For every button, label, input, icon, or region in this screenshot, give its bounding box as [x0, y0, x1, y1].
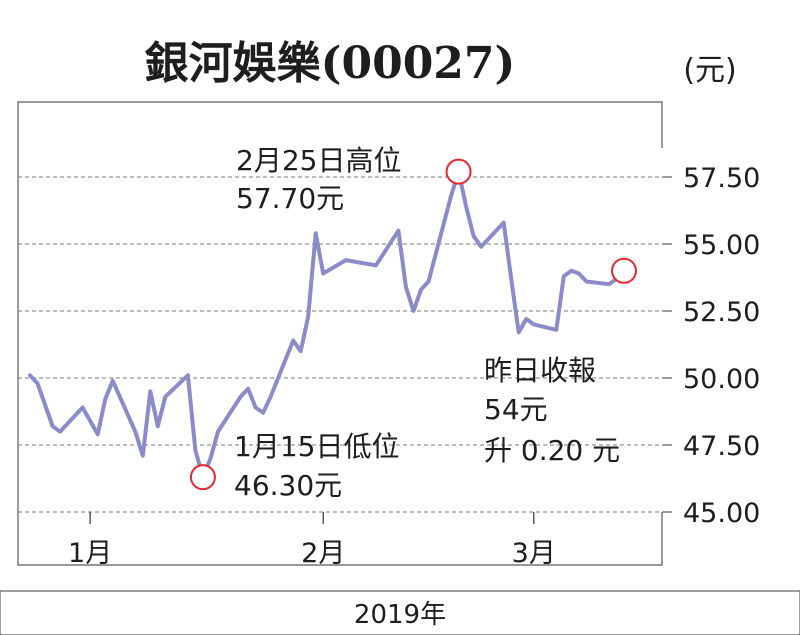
x-tick-label: 3月	[512, 538, 556, 569]
annotation-close-line-1: 昨日收報	[484, 354, 596, 387]
grid-layer	[18, 176, 672, 524]
y-tick-label: 50.00	[683, 364, 760, 395]
annotation-low-line-2: 46.30元	[234, 469, 342, 502]
y-tick-label: 57.50	[683, 163, 760, 194]
x-tick-label: 1月	[68, 538, 112, 569]
annotation-close-line-2: 54元	[484, 393, 548, 426]
price-line	[28, 169, 626, 480]
high-point-marker	[445, 158, 472, 185]
x-tick-label: 2月	[301, 538, 345, 569]
close-point-marker	[611, 257, 637, 284]
annotation-close-line-3: 升 0.20 元	[484, 434, 620, 467]
annotation-high: 2月25日高位 57.70元	[236, 144, 401, 215]
plot-frame	[17, 101, 663, 566]
y-tick-label: 47.50	[683, 431, 760, 462]
x-tick-labels: 1月 2月 3月	[68, 538, 556, 569]
y-tick-label: 55.00	[683, 230, 760, 261]
annotation-close: 昨日收報 54元 升 0.20 元	[484, 354, 620, 467]
series-layer	[28, 169, 626, 480]
annotation-low: 1月15日低位 46.30元	[234, 430, 399, 502]
chart-title: 銀河娛樂(00027)	[145, 38, 516, 89]
unit-label: (元)	[683, 53, 736, 88]
annotation-low-line-1: 1月15日低位	[234, 430, 399, 463]
y-tick-label: 52.50	[683, 297, 760, 328]
annotation-high-line-1: 2月25日高位	[236, 144, 401, 177]
marker-layer	[189, 158, 637, 491]
y-tick-labels: 45.00 47.50 50.00 52.50 55.00 57.50	[683, 163, 760, 529]
y-tick-label: 45.00	[683, 498, 760, 529]
low-point-marker	[189, 464, 216, 491]
x-axis-label: 2019年	[354, 600, 446, 630]
annotation-high-line-2: 57.70元	[236, 182, 344, 215]
year-band	[0, 590, 800, 635]
